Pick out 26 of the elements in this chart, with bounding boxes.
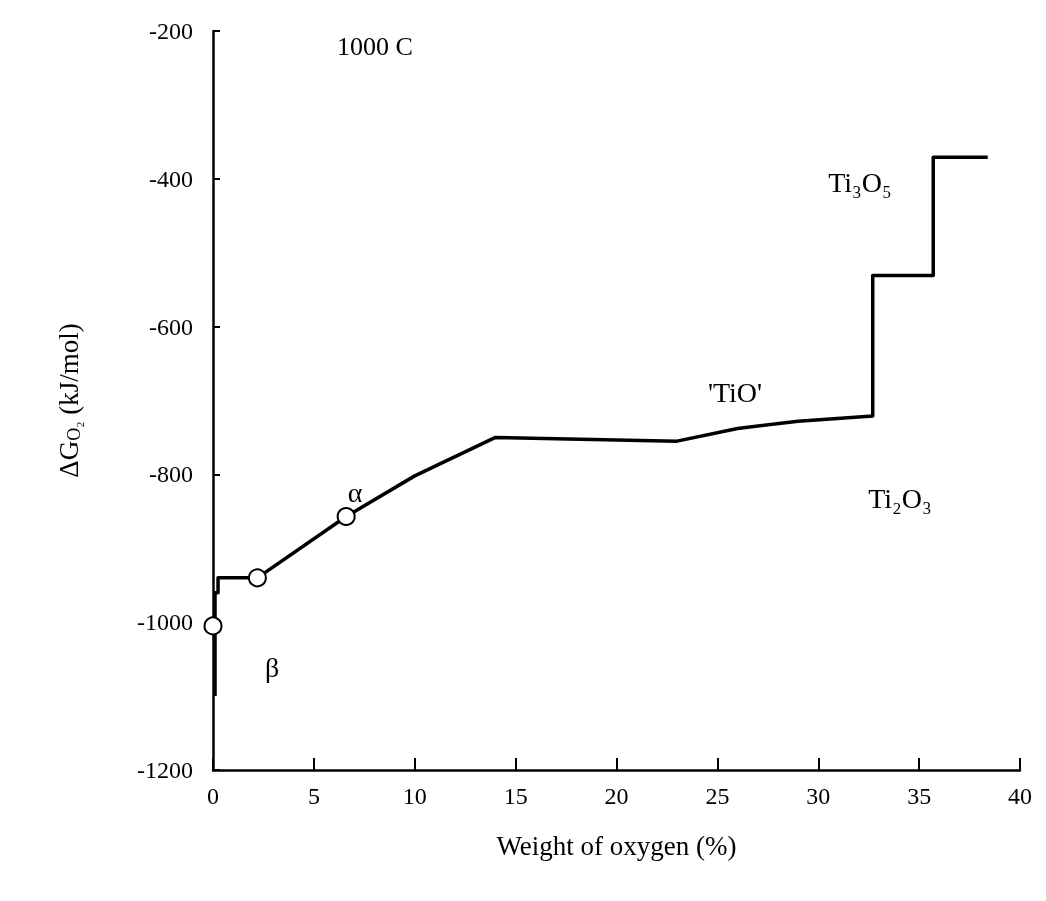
x-tick-label: 15: [503, 783, 528, 809]
y-axis-title: ΔGO₂ (kJ/mol): [54, 323, 84, 478]
annotation: β: [264, 651, 280, 683]
x-tick-label: 20: [604, 783, 629, 809]
x-tick-label: 5: [307, 783, 320, 809]
annotation: 'TiO': [707, 376, 763, 408]
y-tick-label: -800: [149, 461, 193, 488]
point: [336, 507, 356, 527]
x-tick-label: 35: [907, 783, 932, 809]
x-tick-label: 10: [402, 783, 427, 809]
x-tick-label: 0: [207, 783, 219, 809]
x-tick-label: 25: [705, 783, 730, 809]
annotation: α: [347, 476, 363, 508]
x-axis-title: Weight of oxygen (%): [496, 830, 737, 861]
point: [247, 568, 267, 588]
annotation: 1000 C: [337, 31, 413, 61]
annotation: Ti₃O₅: [828, 166, 892, 198]
point: [203, 616, 223, 636]
y-tick-label: -1000: [137, 609, 193, 636]
y-tick-label: -400: [149, 165, 193, 192]
y-tick-label: -600: [149, 313, 193, 340]
y-tick-label: -1200: [137, 757, 193, 783]
annotation: Ti₂O₃: [868, 482, 932, 514]
y-tick-label: -200: [149, 18, 193, 44]
x-tick-label: 40: [1008, 783, 1032, 809]
x-tick-label: 30: [806, 783, 831, 809]
